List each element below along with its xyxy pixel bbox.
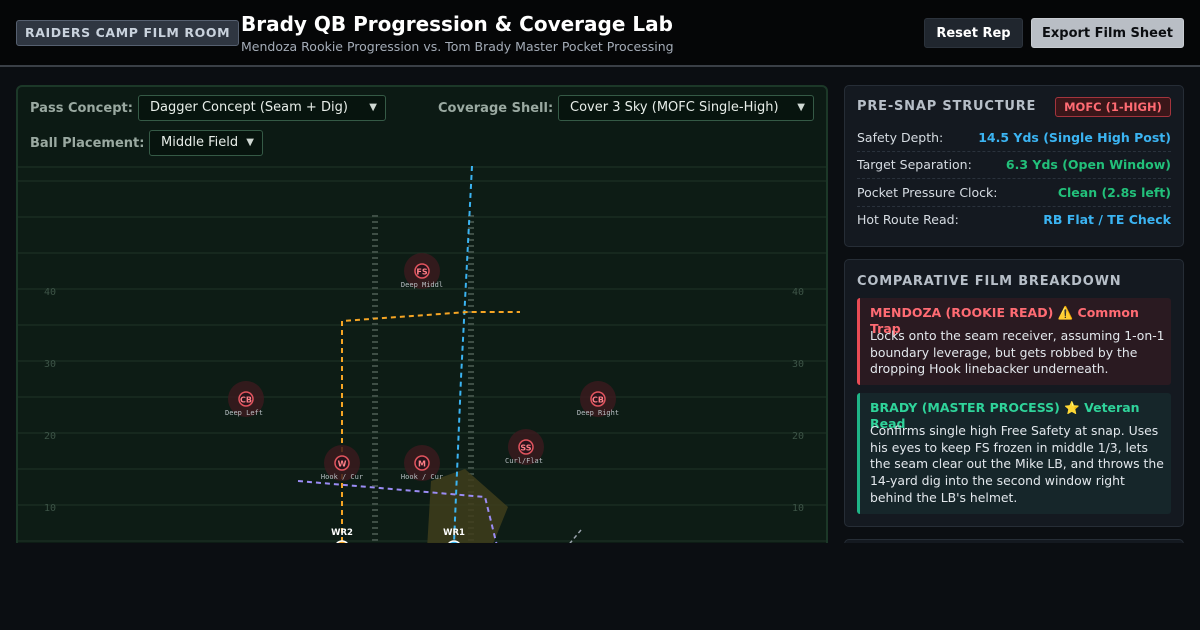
stat-row: Hot Route Read: RB Flat / TE Check	[857, 207, 1171, 234]
app-header: RAIDERS CAMP FILM ROOM Brady QB Progress…	[0, 0, 1200, 67]
yard-number: 30	[792, 359, 804, 370]
stat-key: Target Separation:	[857, 157, 972, 172]
defender-cb-left[interactable]: CB Deep Left	[225, 381, 264, 417]
stat-value: 6.3 Yds (Open Window)	[1005, 157, 1171, 172]
coverage-shell-value: Cover 3 Sky (MOFC Single-High)	[570, 100, 779, 115]
yard-number: 40	[44, 287, 56, 298]
export-film-sheet-button[interactable]: Export Film Sheet	[1031, 18, 1184, 48]
defender-m[interactable]: M Hook / Cur	[401, 445, 443, 481]
pass-concept-value: Dagger Concept (Seam + Dig)	[150, 100, 348, 115]
receiver-label: WR2	[331, 528, 353, 538]
defender-cb-right[interactable]: CB Deep Right	[577, 381, 619, 417]
defender-fs[interactable]: FS Deep Middl	[401, 253, 443, 289]
ball-placement-select[interactable]: Middle Field ▼	[149, 130, 263, 156]
stat-row: Pocket Pressure Clock: Clean (2.8s left)	[857, 180, 1171, 207]
receiver-label: WR1	[443, 528, 465, 538]
defender-w[interactable]: W Hook / Cur	[321, 445, 363, 481]
camp-badge: RAIDERS CAMP FILM ROOM	[16, 20, 240, 46]
defender-zone: Hook / Cur	[321, 473, 363, 481]
yard-number: 20	[792, 431, 804, 442]
brady-heading: BRADY (MASTER PROCESS) ⭐ Veteran Read	[870, 400, 1140, 431]
defender-abbr: CB	[592, 396, 604, 405]
stat-value: RB Flat / TE Check	[1043, 212, 1171, 227]
defender-zone: Hook / Cur	[401, 473, 443, 481]
mendoza-heading: MENDOZA (ROOKIE READ) ⚠️ Common Trap	[870, 305, 1139, 336]
throwing-window-zone	[426, 469, 508, 553]
defender-zone: Curl/Flat	[505, 457, 543, 465]
yard-number: 10	[792, 503, 804, 514]
field-panel: Pass Concept: Dagger Concept (Seam + Dig…	[16, 85, 828, 555]
mendoza-card: MENDOZA (ROOKIE READ) ⚠️ Common Trap Loc…	[857, 298, 1171, 385]
brady-body: Confirms single high Free Safety at snap…	[870, 423, 1164, 505]
coverage-badge: MOFC (1-HIGH)	[1055, 97, 1171, 117]
page-title: Brady QB Progression & Coverage Lab	[241, 12, 673, 36]
stat-key: Hot Route Read:	[857, 212, 959, 227]
pass-concept-select[interactable]: Dagger Concept (Seam + Dig) ▼	[138, 95, 386, 121]
film-breakdown-panel: COMPARATIVE FILM BREAKDOWN MENDOZA (ROOK…	[844, 259, 1184, 527]
chevron-down-icon: ▼	[797, 102, 805, 113]
defender-abbr: FS	[416, 268, 427, 277]
linebacker-drop-path	[297, 480, 500, 553]
coverage-shell-label: Coverage Shell:	[438, 101, 554, 116]
football-field[interactable]: 40 30 20 10 40 30 20 10 FS Deep Middl CB…	[18, 166, 828, 555]
yard-number: 20	[44, 431, 56, 442]
defender-abbr: SS	[520, 444, 531, 453]
yard-number: 40	[792, 287, 804, 298]
brady-card: BRADY (MASTER PROCESS) ⭐ Veteran Read Co…	[857, 393, 1171, 514]
dig-route	[341, 311, 520, 542]
chevron-down-icon: ▼	[246, 137, 254, 148]
breakdown-title: COMPARATIVE FILM BREAKDOWN	[857, 274, 1122, 289]
reset-rep-button[interactable]: Reset Rep	[924, 18, 1023, 48]
ball-placement-value: Middle Field	[161, 135, 239, 150]
defender-abbr: W	[338, 460, 347, 469]
pre-snap-panel: PRE-SNAP STRUCTURE MOFC (1-HIGH) Safety …	[844, 85, 1184, 247]
stat-key: Pocket Pressure Clock:	[857, 185, 998, 200]
yard-number: 10	[44, 503, 56, 514]
chevron-down-icon: ▼	[369, 102, 377, 113]
flat-route	[565, 529, 582, 549]
defender-abbr: CB	[240, 396, 252, 405]
mendoza-body: Locks onto the seam receiver, assuming 1…	[870, 328, 1165, 377]
stat-value: Clean (2.8s left)	[1057, 185, 1171, 200]
defender-abbr: M	[418, 460, 426, 469]
stat-row: Safety Depth: 14.5 Yds (Single High Post…	[857, 125, 1171, 152]
stat-value: 14.5 Yds (Single High Post)	[978, 130, 1171, 145]
page-subtitle: Mendoza Rookie Progression vs. Tom Brady…	[241, 39, 674, 54]
defender-zone: Deep Right	[577, 409, 619, 417]
pre-snap-title: PRE-SNAP STRUCTURE	[857, 99, 1037, 114]
defender-ss[interactable]: SS Curl/Flat	[505, 429, 544, 465]
coverage-shell-select[interactable]: Cover 3 Sky (MOFC Single-High) ▼	[558, 95, 814, 121]
pass-concept-label: Pass Concept:	[30, 101, 133, 116]
stat-row: Target Separation: 6.3 Yds (Open Window)	[857, 152, 1171, 179]
stat-key: Safety Depth:	[857, 130, 944, 145]
ball-placement-label: Ball Placement:	[30, 136, 145, 151]
yard-number: 30	[44, 359, 56, 370]
defender-zone: Deep Left	[225, 409, 263, 417]
defender-zone: Deep Middl	[401, 281, 443, 289]
page-background	[0, 543, 1200, 630]
